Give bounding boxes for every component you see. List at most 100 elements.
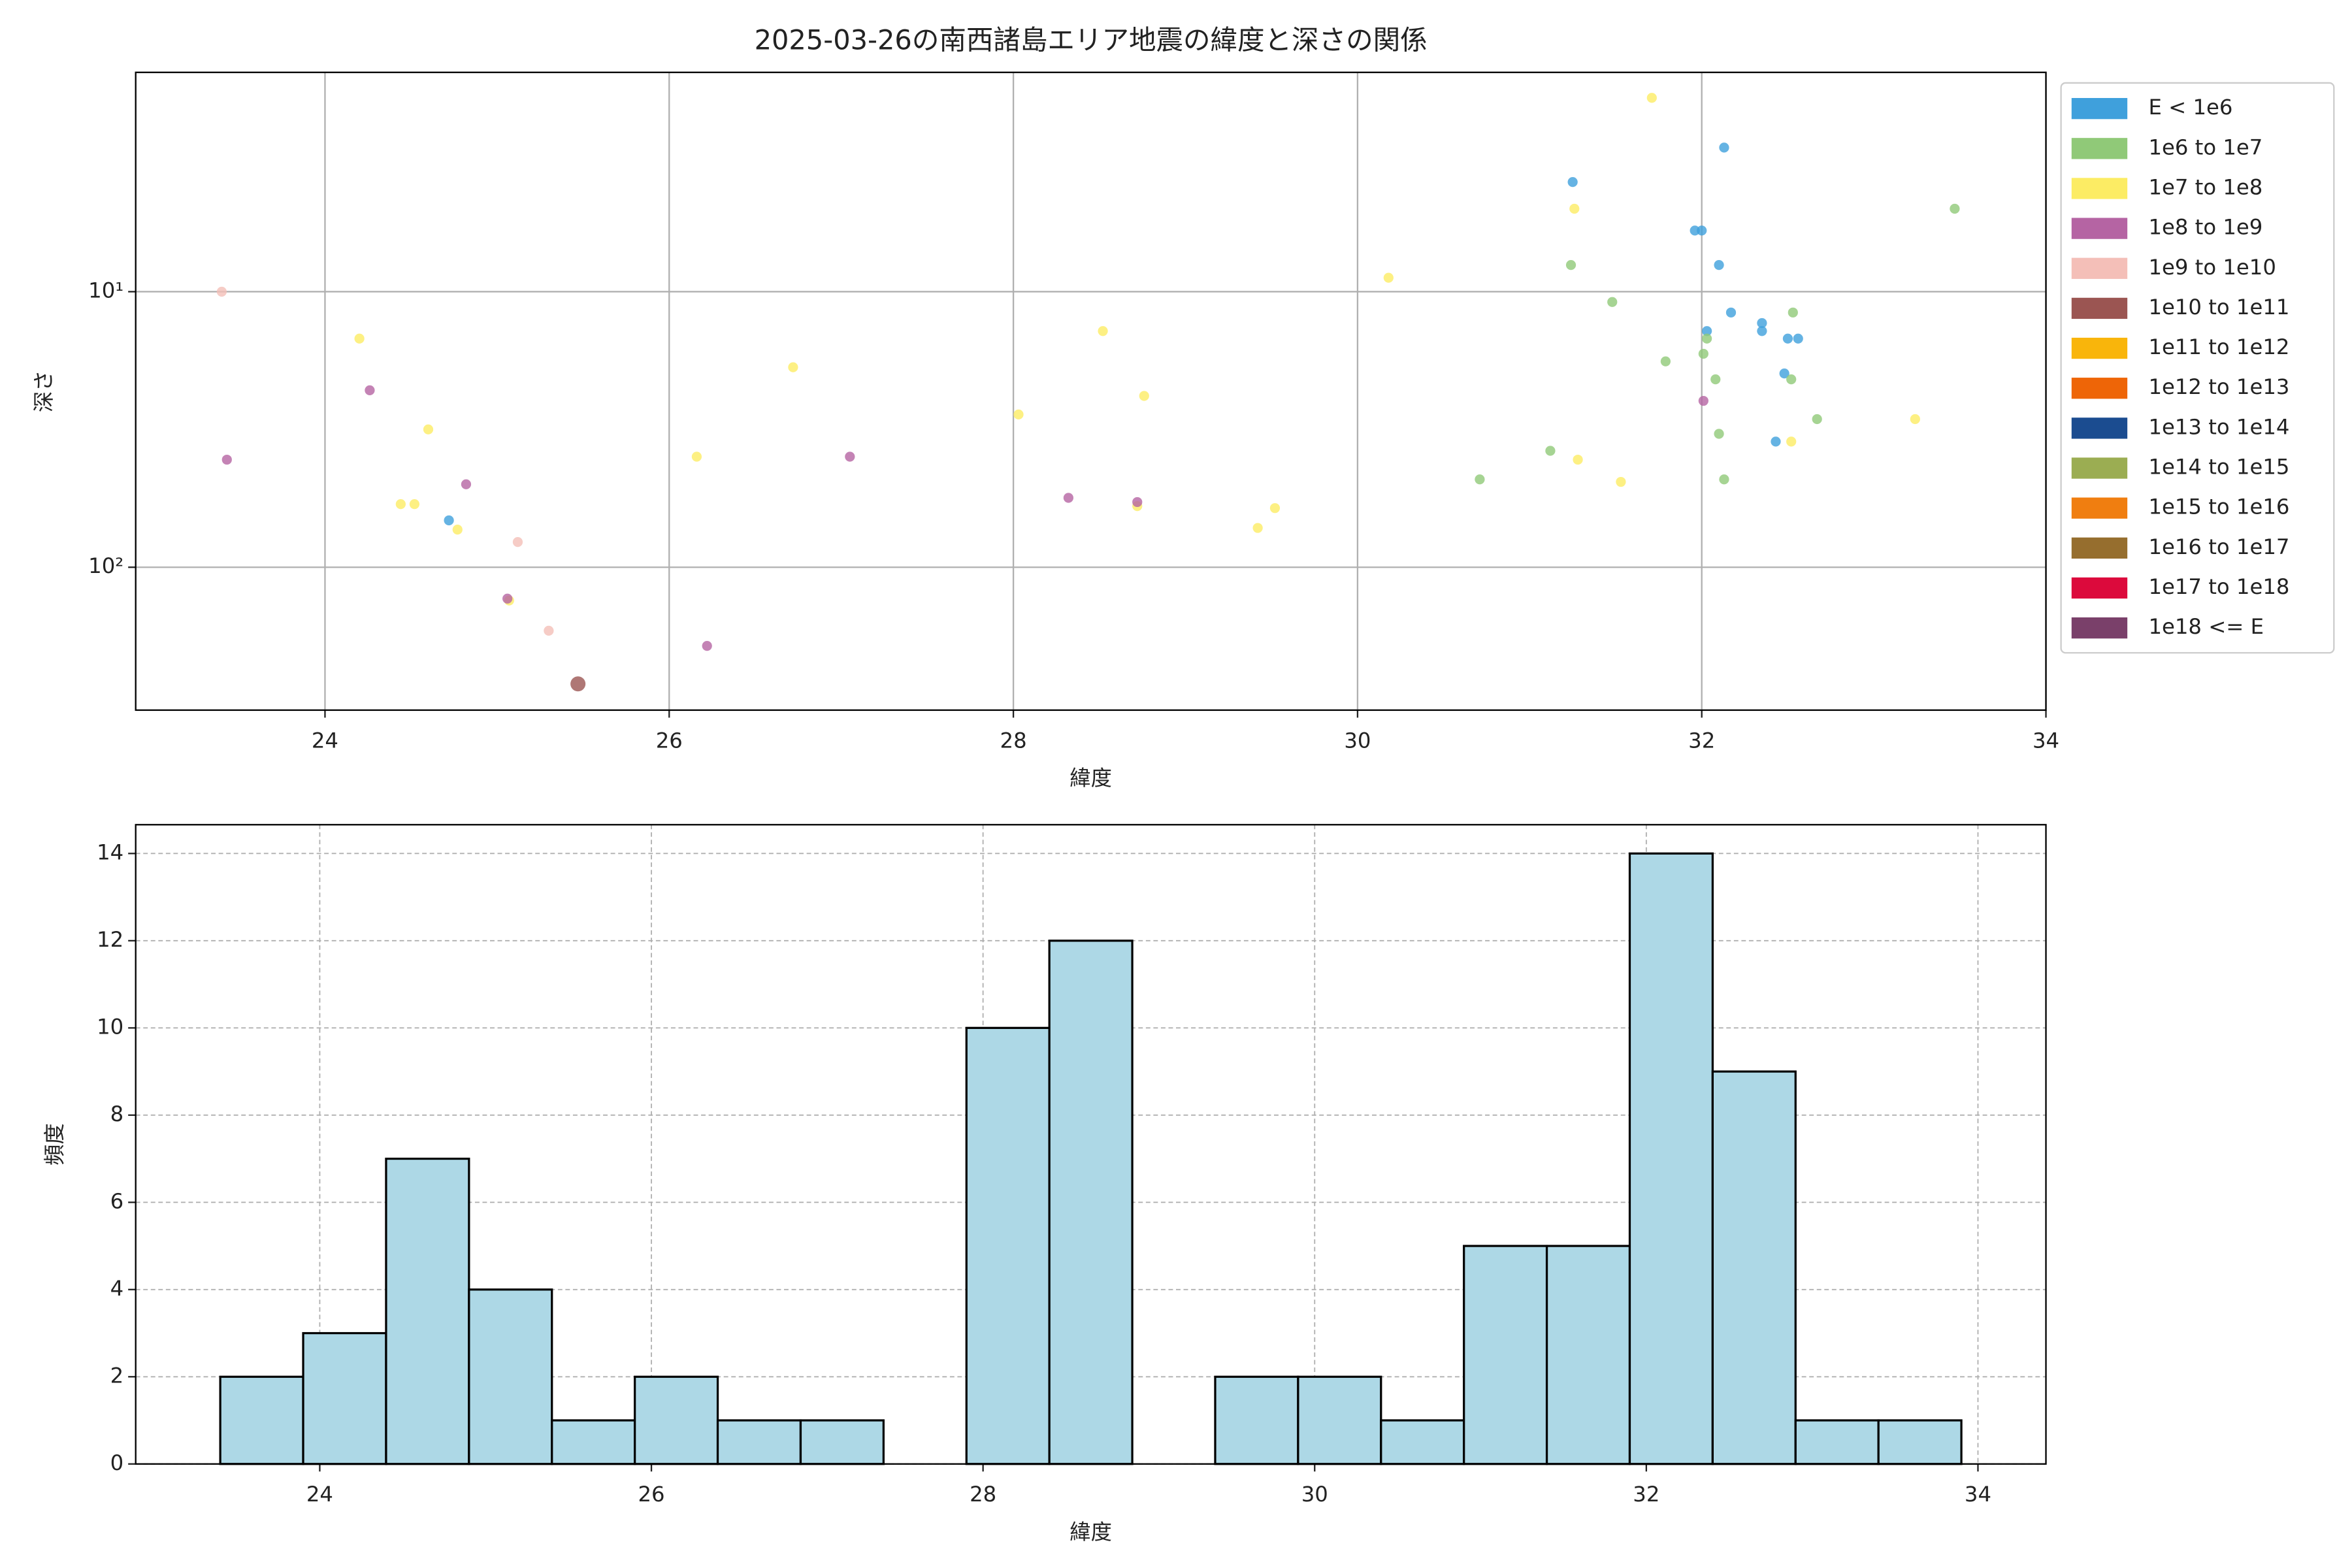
bar xyxy=(468,1288,553,1465)
bar xyxy=(1628,852,1714,1465)
legend-label: 1e10 to 1e11 xyxy=(2148,295,2289,319)
plot-frame xyxy=(135,824,2047,1465)
legend-swatch xyxy=(2071,337,2128,359)
bar xyxy=(551,1419,636,1465)
bar xyxy=(1463,1245,1548,1465)
legend-swatch xyxy=(2071,577,2128,599)
point xyxy=(1793,333,1803,344)
bar xyxy=(1711,1070,1797,1465)
point xyxy=(354,333,365,344)
point xyxy=(1698,348,1708,359)
point xyxy=(1475,474,1485,485)
y-tick-label: 12 xyxy=(97,927,123,952)
x-tick-label: 26 xyxy=(638,1482,664,1507)
point xyxy=(1786,436,1797,447)
point xyxy=(1714,259,1724,270)
y-tick-label: 10² xyxy=(88,553,123,578)
plot-frame xyxy=(135,71,2047,711)
point xyxy=(1565,259,1576,270)
bar xyxy=(219,1375,304,1465)
point xyxy=(1779,368,1789,379)
point xyxy=(702,641,712,651)
point xyxy=(409,498,420,510)
y-tick-label: 10¹ xyxy=(88,278,123,302)
point xyxy=(1139,391,1149,401)
y-tick-label: 2 xyxy=(110,1363,124,1388)
point xyxy=(1698,395,1708,406)
bar xyxy=(1297,1375,1382,1465)
point xyxy=(1616,476,1626,487)
point xyxy=(1950,203,1960,214)
point xyxy=(1702,333,1712,344)
point xyxy=(1812,414,1822,425)
point xyxy=(461,479,472,489)
x-axis-label: 緯度 xyxy=(1070,766,1112,791)
point xyxy=(1567,176,1578,188)
bar xyxy=(1214,1375,1299,1465)
legend-label: 1e13 to 1e14 xyxy=(2148,414,2289,439)
point xyxy=(1702,326,1712,336)
legend-label: 1e11 to 1e12 xyxy=(2148,335,2289,359)
legend-swatch xyxy=(2071,218,2128,239)
x-tick-label: 34 xyxy=(1965,1482,1991,1507)
legend-swatch xyxy=(2071,138,2128,159)
point xyxy=(1719,142,1729,153)
x-tick-label: 32 xyxy=(1633,1482,1659,1507)
point xyxy=(1771,436,1781,447)
bar xyxy=(1545,1245,1631,1465)
point xyxy=(1660,356,1671,367)
x-tick-label: 34 xyxy=(2033,728,2059,753)
legend-label: 1e16 to 1e17 xyxy=(2148,534,2289,559)
x-tick-label: 26 xyxy=(656,728,683,753)
y-tick-label: 0 xyxy=(110,1450,124,1475)
x-tick-label: 32 xyxy=(1688,728,1715,753)
point xyxy=(1697,225,1707,236)
point xyxy=(502,593,513,604)
point xyxy=(1757,318,1767,329)
point xyxy=(1013,409,1024,420)
y-tick-label: 4 xyxy=(110,1276,124,1301)
bar xyxy=(1794,1419,1880,1465)
point xyxy=(1690,225,1700,236)
x-tick-label: 30 xyxy=(1301,1482,1328,1507)
x-tick-label: 28 xyxy=(1000,728,1027,753)
bar xyxy=(1048,939,1134,1465)
legend-swatch xyxy=(2071,537,2128,559)
x-tick-label: 24 xyxy=(312,728,338,753)
point xyxy=(1269,503,1281,514)
y-tick-label: 6 xyxy=(110,1188,124,1213)
legend-swatch xyxy=(2071,497,2128,519)
point xyxy=(1719,474,1729,485)
point xyxy=(544,625,554,636)
legend-label: 1e18 <= E xyxy=(2148,614,2264,639)
point xyxy=(1545,446,1556,456)
point xyxy=(1607,297,1618,307)
point xyxy=(1646,93,1657,103)
point xyxy=(691,451,702,462)
legend-label: E < 1e6 xyxy=(2148,95,2232,120)
legend-label: 1e15 to 1e16 xyxy=(2148,495,2289,519)
point xyxy=(452,524,463,535)
y-tick-label: 8 xyxy=(110,1102,124,1126)
point xyxy=(1757,326,1767,336)
bar xyxy=(385,1157,470,1465)
point xyxy=(1063,493,1073,503)
point xyxy=(1132,497,1143,508)
legend-swatch xyxy=(2071,98,2128,120)
y-tick-label: 10 xyxy=(97,1014,123,1039)
bar xyxy=(716,1419,802,1465)
point xyxy=(1788,307,1798,318)
point xyxy=(1383,272,1394,283)
point xyxy=(845,451,855,462)
legend-label: 1e17 to 1e18 xyxy=(2148,574,2289,599)
point xyxy=(216,286,227,297)
legend-swatch xyxy=(2071,417,2128,439)
point xyxy=(1725,307,1737,318)
x-tick-label: 28 xyxy=(970,1482,996,1507)
y-axis-label: 深さ xyxy=(31,370,56,413)
point xyxy=(788,362,798,372)
point xyxy=(395,498,406,510)
y-tick-label: 14 xyxy=(97,840,123,864)
x-tick-label: 30 xyxy=(1344,728,1371,753)
